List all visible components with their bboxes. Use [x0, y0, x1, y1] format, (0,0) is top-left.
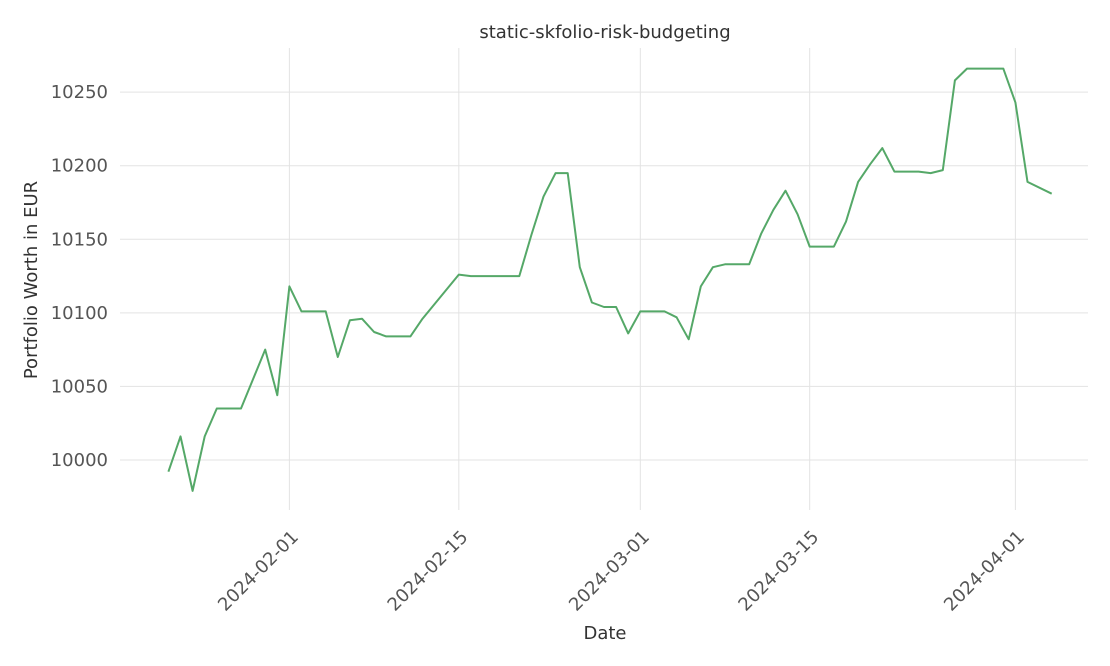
y-axis-label: Portfolio Worth in EUR: [21, 181, 42, 379]
y-tick-label: 10050: [51, 376, 108, 397]
x-tick-label: 2024-03-15: [734, 527, 823, 616]
x-tick-label: 2024-02-15: [384, 527, 473, 616]
y-tick-label: 10250: [51, 82, 108, 103]
y-tick-label: 10000: [51, 450, 108, 471]
y-tick-label: 10200: [51, 156, 108, 177]
chart-title: static-skfolio-risk-budgeting: [479, 22, 730, 43]
y-tick-label: 10100: [51, 303, 108, 324]
y-tick-label: 10150: [51, 229, 108, 250]
x-axis-label: Date: [583, 623, 626, 644]
x-tick-label: 2024-03-01: [565, 527, 654, 616]
x-tick-label: 2024-02-01: [214, 527, 303, 616]
x-tick-label: 2024-04-01: [940, 527, 1029, 616]
line: [167, 67, 1053, 492]
